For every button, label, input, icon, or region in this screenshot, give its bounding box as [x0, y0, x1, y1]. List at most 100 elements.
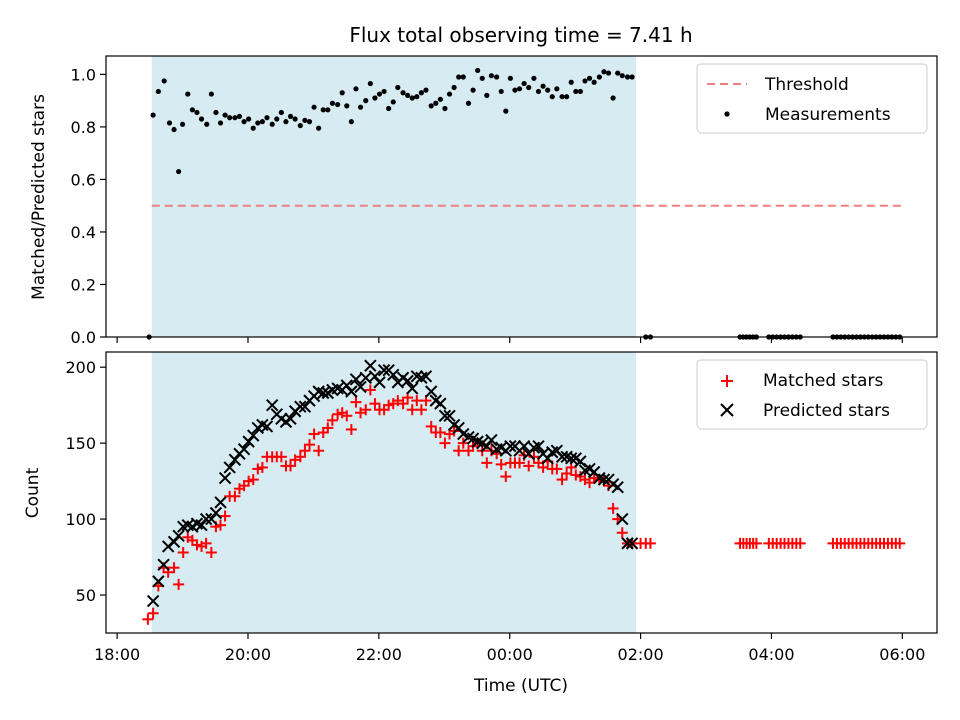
predicted-star-point — [621, 537, 634, 550]
measurement-point — [264, 115, 270, 121]
matched-star-point — [256, 461, 268, 473]
x-tick-label: 22:00 — [356, 645, 402, 664]
matched-star-point — [439, 437, 451, 449]
measurement-point — [367, 80, 373, 87]
predicted-star-point — [242, 435, 255, 448]
measurement-point — [465, 100, 472, 106]
measurement-point — [357, 104, 364, 110]
predicted-star-point — [485, 433, 498, 447]
matched-star-point — [397, 398, 409, 410]
matched-star-point — [341, 410, 353, 422]
measurement-point — [619, 73, 625, 79]
measurement-point — [386, 105, 392, 112]
predicted-star-point — [223, 461, 236, 474]
matched-star-point — [750, 537, 762, 549]
measurement-point — [549, 94, 555, 100]
measurement-point — [540, 83, 546, 89]
measurement-point — [586, 75, 593, 81]
measurement-point — [503, 108, 509, 114]
predicted-star-point — [284, 412, 297, 426]
predicted-star-point — [532, 439, 545, 453]
measurement-point — [241, 119, 247, 125]
predicted-star-point — [443, 409, 456, 423]
predicted-star-point — [387, 368, 400, 381]
matched-star-point — [644, 537, 656, 549]
measurement-point — [222, 112, 228, 118]
matched-star-point — [607, 502, 619, 514]
x-tick-label: 04:00 — [748, 645, 794, 664]
measurement-point — [204, 121, 210, 127]
predicted-star-point — [205, 512, 218, 526]
measurement-point — [568, 79, 574, 85]
matched-star-point — [360, 404, 372, 416]
predicted-star-point — [265, 398, 279, 412]
measurement-point — [428, 103, 434, 109]
matched-star-point — [177, 546, 189, 558]
measurement-point — [339, 90, 345, 96]
measurement-point — [161, 78, 167, 84]
measurement-point — [363, 98, 369, 104]
measurement-point — [208, 91, 214, 97]
measurement-point — [381, 88, 387, 95]
top-legend: Threshold Measurements — [696, 63, 928, 134]
measurement-point — [194, 109, 200, 116]
measurement-point — [353, 86, 359, 92]
predicted-star-point — [218, 471, 232, 485]
measurement-point — [217, 120, 224, 126]
predicted-star-point — [298, 400, 312, 413]
predicted-star-point — [419, 370, 433, 383]
predicted-star-point — [597, 473, 611, 486]
predicted-star-point — [199, 512, 213, 526]
legend-predicted-label: Predicted stars — [763, 401, 890, 421]
measurement-point — [479, 75, 485, 81]
measurement-point — [259, 119, 265, 125]
predicted-star-point — [228, 453, 242, 467]
top-x-axis — [116, 337, 903, 343]
top-panel: 0.0 0.2 0.4 0.6 0.8 1.0 Matched/Predicted sta… — [29, 55, 938, 347]
measurement-point — [433, 100, 439, 106]
measurement-point — [348, 119, 354, 125]
matched-star-point — [551, 463, 563, 475]
measurement-point — [577, 88, 583, 95]
measurement-point — [171, 126, 177, 133]
measurement-point — [484, 92, 490, 98]
matched-star-point — [425, 420, 437, 432]
matched-star-point — [561, 468, 573, 480]
measurement-point — [227, 115, 233, 121]
matched-star-point — [364, 384, 376, 396]
y-tick-label: 0.0 — [71, 328, 96, 347]
measurement-point — [316, 125, 322, 131]
bottom-plot-frame — [105, 351, 938, 634]
measurement-point — [624, 74, 631, 80]
predicted-star-point — [541, 452, 554, 465]
measurement-point — [255, 120, 261, 126]
measurement-point — [344, 103, 350, 109]
matched-star-point — [303, 439, 315, 451]
measurement-point — [531, 75, 537, 81]
x-tick-label: 06:00 — [879, 645, 925, 664]
bottom-x-axis: 18:00 20:00 22:00 00:00 02:00 04:00 06:00 — [94, 633, 925, 664]
measurement-point — [302, 117, 308, 123]
legend-threshold-label: Threshold — [764, 75, 849, 95]
measurement-point — [610, 95, 616, 101]
predicted-star-point — [209, 506, 223, 520]
measurement-point — [418, 90, 424, 96]
top-y-axis: 0.0 0.2 0.4 0.6 0.8 1.0 — [71, 65, 106, 347]
predicted-star-points — [146, 359, 639, 608]
matched-star-point — [308, 428, 320, 440]
measurement-point — [189, 107, 195, 113]
matched-star-point — [481, 457, 493, 469]
measurement-point — [283, 119, 289, 125]
measurement-point — [605, 70, 612, 76]
matched-star-point — [200, 537, 212, 549]
predicted-star-point — [345, 385, 358, 398]
y-tick-label: 0.8 — [71, 118, 96, 137]
measurement-point — [521, 80, 527, 87]
matched-star-point — [794, 537, 806, 549]
predicted-star-point — [406, 382, 419, 395]
measurement-point — [414, 94, 420, 100]
measurement-point — [498, 88, 504, 95]
measurement-point — [372, 95, 378, 101]
matched-star-point — [142, 613, 154, 625]
matched-star-point — [894, 537, 906, 549]
